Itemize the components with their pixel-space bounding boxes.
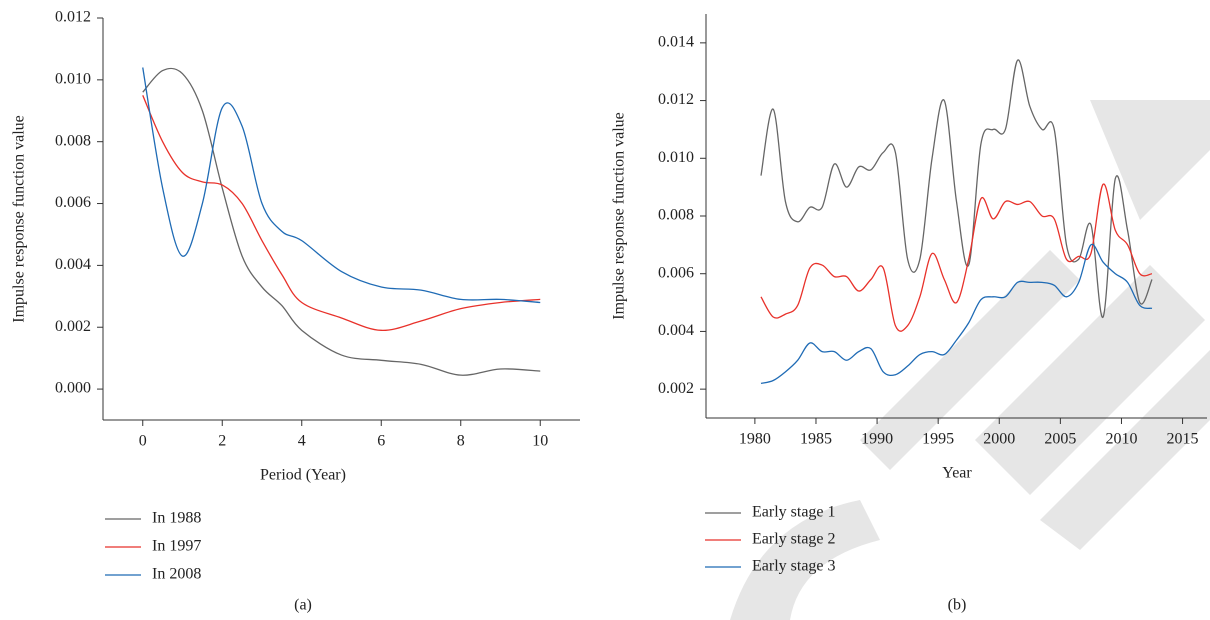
legend-label: In 2008 [152,566,201,583]
legend-label: In 1997 [152,538,201,555]
y-tick-label: 0.008 [658,207,694,224]
y-tick-label: 0.012 [658,91,694,108]
series-line [142,95,541,331]
x-tick-label: 1990 [861,431,893,448]
y-tick-label: 0.004 [658,322,694,339]
watermark-shape [730,500,880,620]
y-axis-title: Impulse response function value [11,115,28,323]
plot: 0.000 0.002 0.004 0.006 0.008 0.010 0.012 0 2 4 6 8… [11,9,580,614]
series-line [760,243,1153,385]
x-tick-label: 10 [532,433,548,450]
watermark [730,100,1210,620]
panel-caption: (a) [294,597,312,614]
y-tick-label: 0.002 [658,380,694,397]
x-tick-label: 2005 [1044,431,1076,448]
legend-label: In 1988 [152,510,201,527]
series-line [760,59,1153,318]
watermark-shape [1040,350,1210,550]
x-tick-label: 2 [218,433,226,450]
watermark-shape [860,250,1080,470]
x-tick-label: 4 [298,433,306,450]
x-axis-title: Period (Year) [260,467,346,484]
x-tick-label: 2015 [1167,431,1199,448]
legend-label: Early stage 1 [752,504,836,521]
y-tick-label: 0.010 [658,149,694,166]
y-tick-label: 0.006 [658,264,694,281]
x-axis-title: Year [942,465,972,482]
plot: 0.002 0.004 0.006 0.008 0.010 0.012 0.014 1980 1… [611,14,1207,614]
series-line [142,67,541,376]
x-tick-label: 1980 [739,431,771,448]
x-tick-label: 2000 [983,431,1015,448]
y-tick-label: 0.014 [658,34,694,51]
y-tick-label: 0.012 [55,9,91,26]
panel-caption: (b) [948,597,967,614]
x-tick-label: 1995 [922,431,954,448]
y-tick-label: 0.002 [55,318,91,335]
watermark-shape [1090,100,1210,220]
y-tick-label: 0.006 [55,194,91,211]
x-tick-label: 2010 [1105,431,1137,448]
x-tick-label: 6 [377,433,385,450]
watermark-shape [975,265,1205,495]
y-tick-label: 0.004 [55,256,91,273]
x-tick-label: 1985 [800,431,832,448]
legend-label: Early stage 2 [752,531,836,548]
x-tick-label: 8 [457,433,465,450]
x-tick-label: 0 [139,433,147,450]
y-tick-label: 0.008 [55,132,91,149]
y-tick-label: 0.000 [55,380,91,397]
y-tick-label: 0.010 [55,71,91,88]
series-line [760,183,1153,332]
legend-label: Early stage 3 [752,558,836,575]
series-line [142,67,541,304]
y-axis-title: Impulse response function value [611,112,628,320]
